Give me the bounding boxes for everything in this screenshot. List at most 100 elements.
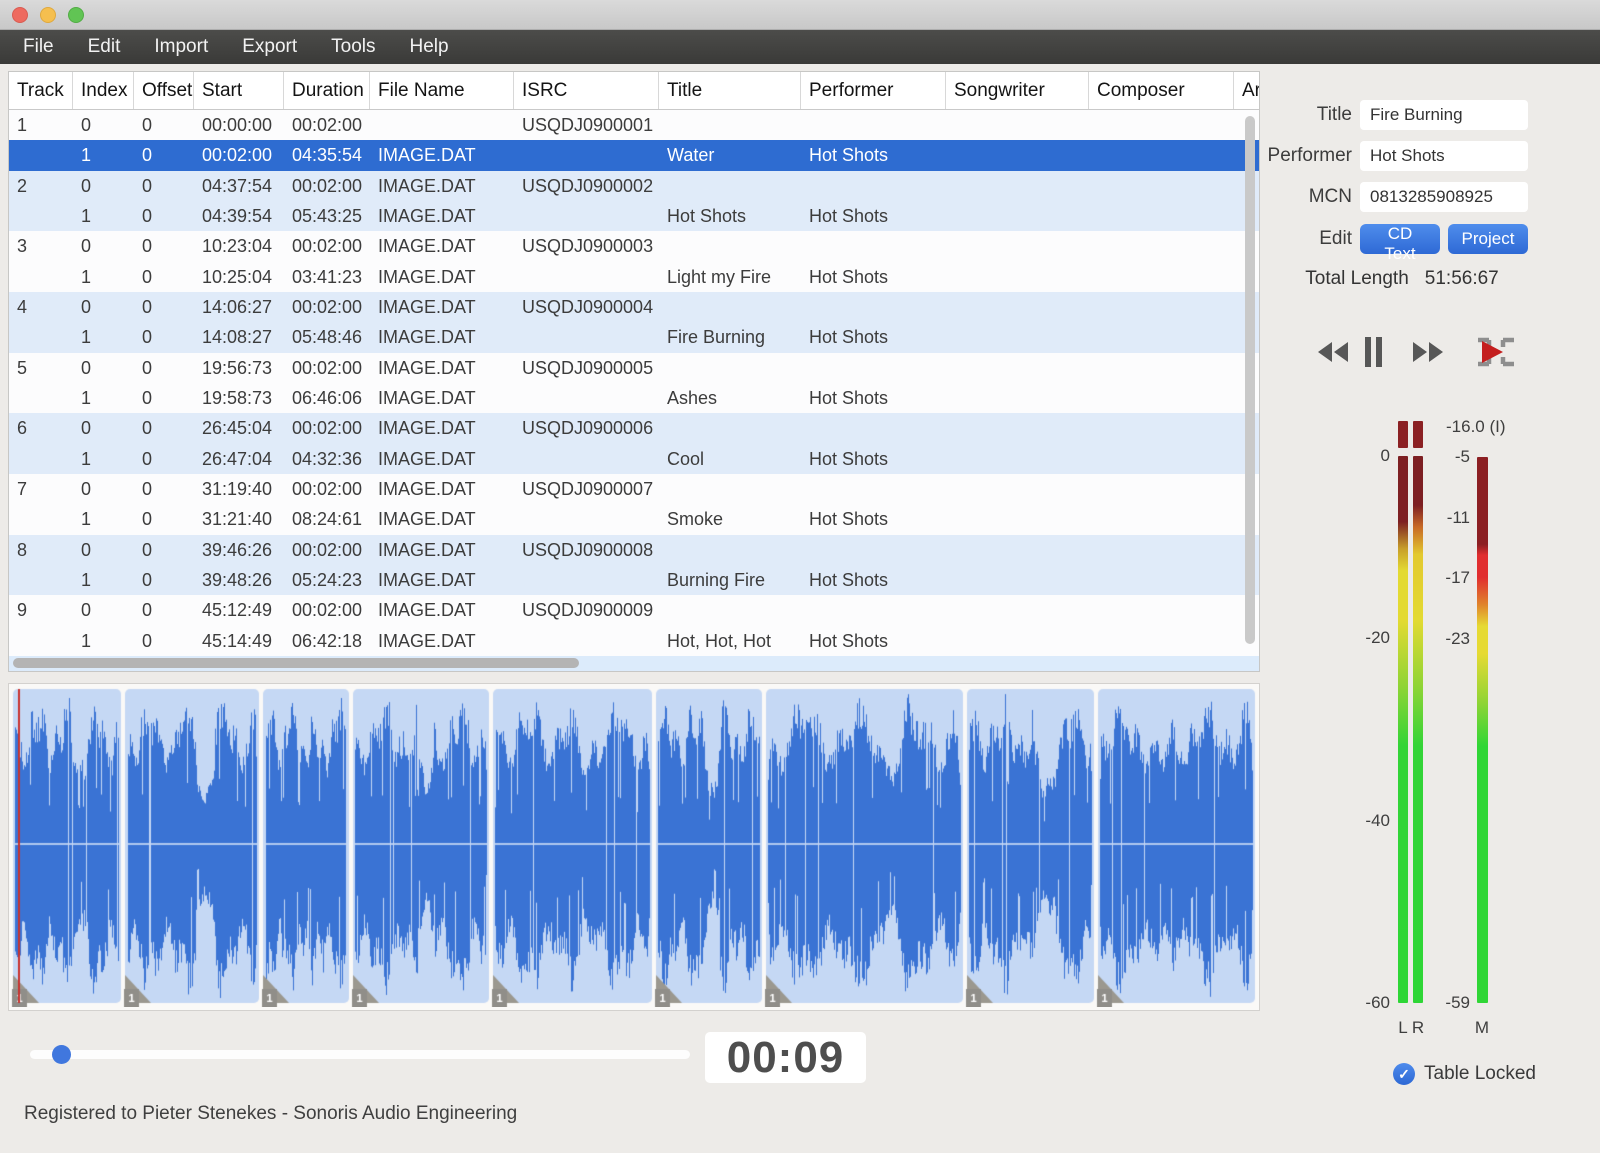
cell-track: 3 [17,236,28,257]
table-row[interactable]: 1 0 14:08:27 05:48:46 IMAGE.DAT Fire Burning H… [9,322,1259,353]
column-header-title[interactable]: Title [659,72,801,109]
cell-duration: 06:42:18 [292,630,363,651]
column-header-performer[interactable]: Performer [801,72,946,109]
menu-file[interactable]: File [23,36,54,57]
cell-offset: 0 [142,569,153,590]
mcn-label: MCN [1308,186,1352,207]
column-header-isrc[interactable]: ISRC [514,72,659,109]
table-row[interactable]: 4 0 0 14:06:27 00:02:00 IMAGE.DAT USQDJ0900004 [9,291,1259,323]
cell-composer [1089,626,1234,656]
vertical-scrollbar[interactable] [1245,116,1255,644]
table-locked-control[interactable]: ✓ Table Locked [1393,1063,1536,1085]
table-row[interactable]: 2 0 0 04:37:54 00:02:00 IMAGE.DAT USQDJ0900002 [9,170,1259,201]
project-button[interactable]: Project [1448,224,1528,254]
edit-label: Edit [1319,228,1352,249]
seek-slider-thumb[interactable] [51,1045,71,1064]
cell-performer [801,171,946,201]
table-row[interactable]: 1 0 10:25:04 03:41:23 IMAGE.DAT Light my Fire… [9,261,1259,292]
table-row[interactable]: 1 0 19:58:73 06:46:06 IMAGE.DAT Ashes Hot Shot… [9,382,1259,414]
cell-songwriter [946,201,1089,231]
cell-isrc: USQDJ0900003 [522,236,654,257]
cell-duration: 05:24:23 [292,569,363,590]
clip-indicator-right [1413,421,1423,448]
checked-checkbox-icon[interactable]: ✓ [1393,1063,1415,1085]
waveform-canvas[interactable] [11,687,1257,1007]
cell-file-name: IMAGE.DAT [378,327,476,348]
cell-composer [1089,444,1234,474]
cell-offset: 0 [142,145,153,166]
column-header-songwriter[interactable]: Songwriter [946,72,1089,109]
table-row[interactable]: 1 0 31:21:40 08:24:61 IMAGE.DAT Smoke Hot Shot… [9,504,1259,535]
menu-tools[interactable]: Tools [331,36,376,57]
menu-export[interactable]: Export [242,36,298,57]
pause-button[interactable] [1363,336,1385,368]
cell-composer [1089,171,1234,201]
column-header-duration[interactable]: Duration [284,72,370,109]
performer-field-row: Performer [1262,141,1542,171]
table-row[interactable]: 7 0 0 31:19:40 00:02:00 IMAGE.DAT USQDJ0900007 [9,473,1259,505]
cell-title: Hot, Hot, Hot [667,630,772,651]
horizontal-scrollbar[interactable] [13,658,579,668]
cell-offset: 0 [142,115,153,135]
play-gap-button[interactable] [1473,332,1519,372]
column-header-offset[interactable]: Offset [134,72,194,109]
waveform-panel [8,683,1260,1011]
close-button[interactable] [12,7,28,23]
column-header-start[interactable]: Start [194,72,284,109]
cell-performer: Hot Shots [809,509,889,530]
cell-file-name: IMAGE.DAT [378,630,476,651]
title-input[interactable] [1360,100,1528,130]
table-row[interactable]: 1 0 39:48:26 05:24:23 IMAGE.DAT Burning Fire H… [9,564,1259,596]
cell-songwriter [946,413,1089,443]
table-row[interactable]: 1 0 00:02:00 04:35:54 IMAGE.DAT Water Hot Shot… [9,140,1259,171]
cell-start: 39:46:26 [202,539,273,560]
track-table: Track Index Offset Start Duration File Name IS… [8,71,1260,672]
cell-offset: 0 [142,236,153,257]
menu-help[interactable]: Help [409,36,449,57]
cd-text-button[interactable]: CD Text [1360,224,1440,263]
cell-duration: 00:02:00 [292,115,363,135]
total-length-row: Total Length 51:56:67 [1262,268,1542,290]
cell-composer [1089,110,1234,140]
table-row[interactable]: 1 0 45:14:49 06:42:18 IMAGE.DAT Hot, Hot, Hot… [9,625,1259,656]
cell-songwriter [946,140,1089,170]
horizontal-scroll-track [9,656,1259,671]
column-header-file-name[interactable]: File Name [370,72,514,109]
table-row[interactable]: 9 0 0 45:12:49 00:02:00 IMAGE.DAT USQDJ0900009 [9,595,1259,626]
cell-songwriter [946,231,1089,261]
cell-isrc: USQDJ0900004 [522,296,654,317]
table-row[interactable]: 1 0 26:47:04 04:32:36 IMAGE.DAT Cool Hot Shots [9,443,1259,474]
cell-offset: 0 [142,478,153,499]
cell-file-name: IMAGE.DAT [378,418,476,439]
table-row[interactable]: 1 0 0 00:00:00 00:02:00 USQDJ0900001 [9,110,1259,141]
cell-composer [1089,140,1234,170]
cell-isrc [514,626,659,656]
table-row[interactable]: 5 0 0 19:56:73 00:02:00 IMAGE.DAT USQDJ0900005 [9,352,1259,383]
column-header-index[interactable]: Index [73,72,134,109]
cell-composer [1089,474,1234,504]
performer-input[interactable] [1360,141,1528,171]
status-bar: Registered to Pieter Stenekes - Sonoris … [24,1103,517,1125]
menu-edit[interactable]: Edit [87,36,121,57]
table-row[interactable]: 3 0 0 10:23:04 00:02:00 IMAGE.DAT USQDJ0900003 [9,231,1259,262]
cell-start: 19:56:73 [202,357,273,378]
column-header-composer[interactable]: Composer [1089,72,1234,109]
seek-slider[interactable] [30,1045,690,1064]
fast-forward-button[interactable] [1411,340,1445,364]
menu-import[interactable]: Import [154,36,209,57]
minimize-button[interactable] [40,7,56,23]
cell-index: 1 [81,266,92,287]
cell-offset: 0 [142,296,153,317]
column-header-arr[interactable]: Arr [1242,80,1259,101]
cell-songwriter [946,535,1089,565]
cell-track: 5 [17,357,28,378]
rewind-button[interactable] [1316,340,1350,364]
table-row[interactable]: 8 0 0 39:46:26 00:02:00 IMAGE.DAT USQDJ0900008 [9,534,1259,565]
column-header-track[interactable]: Track [9,72,73,109]
table-row[interactable]: 6 0 0 26:45:04 00:02:00 IMAGE.DAT USQDJ0900006 [9,413,1259,444]
maximize-button[interactable] [68,7,84,23]
cell-duration: 00:02:00 [292,236,363,257]
table-row[interactable]: 1 0 04:39:54 05:43:25 IMAGE.DAT Hot Shots Hot … [9,200,1259,232]
mcn-input[interactable] [1360,182,1528,212]
cell-composer [1089,231,1234,261]
